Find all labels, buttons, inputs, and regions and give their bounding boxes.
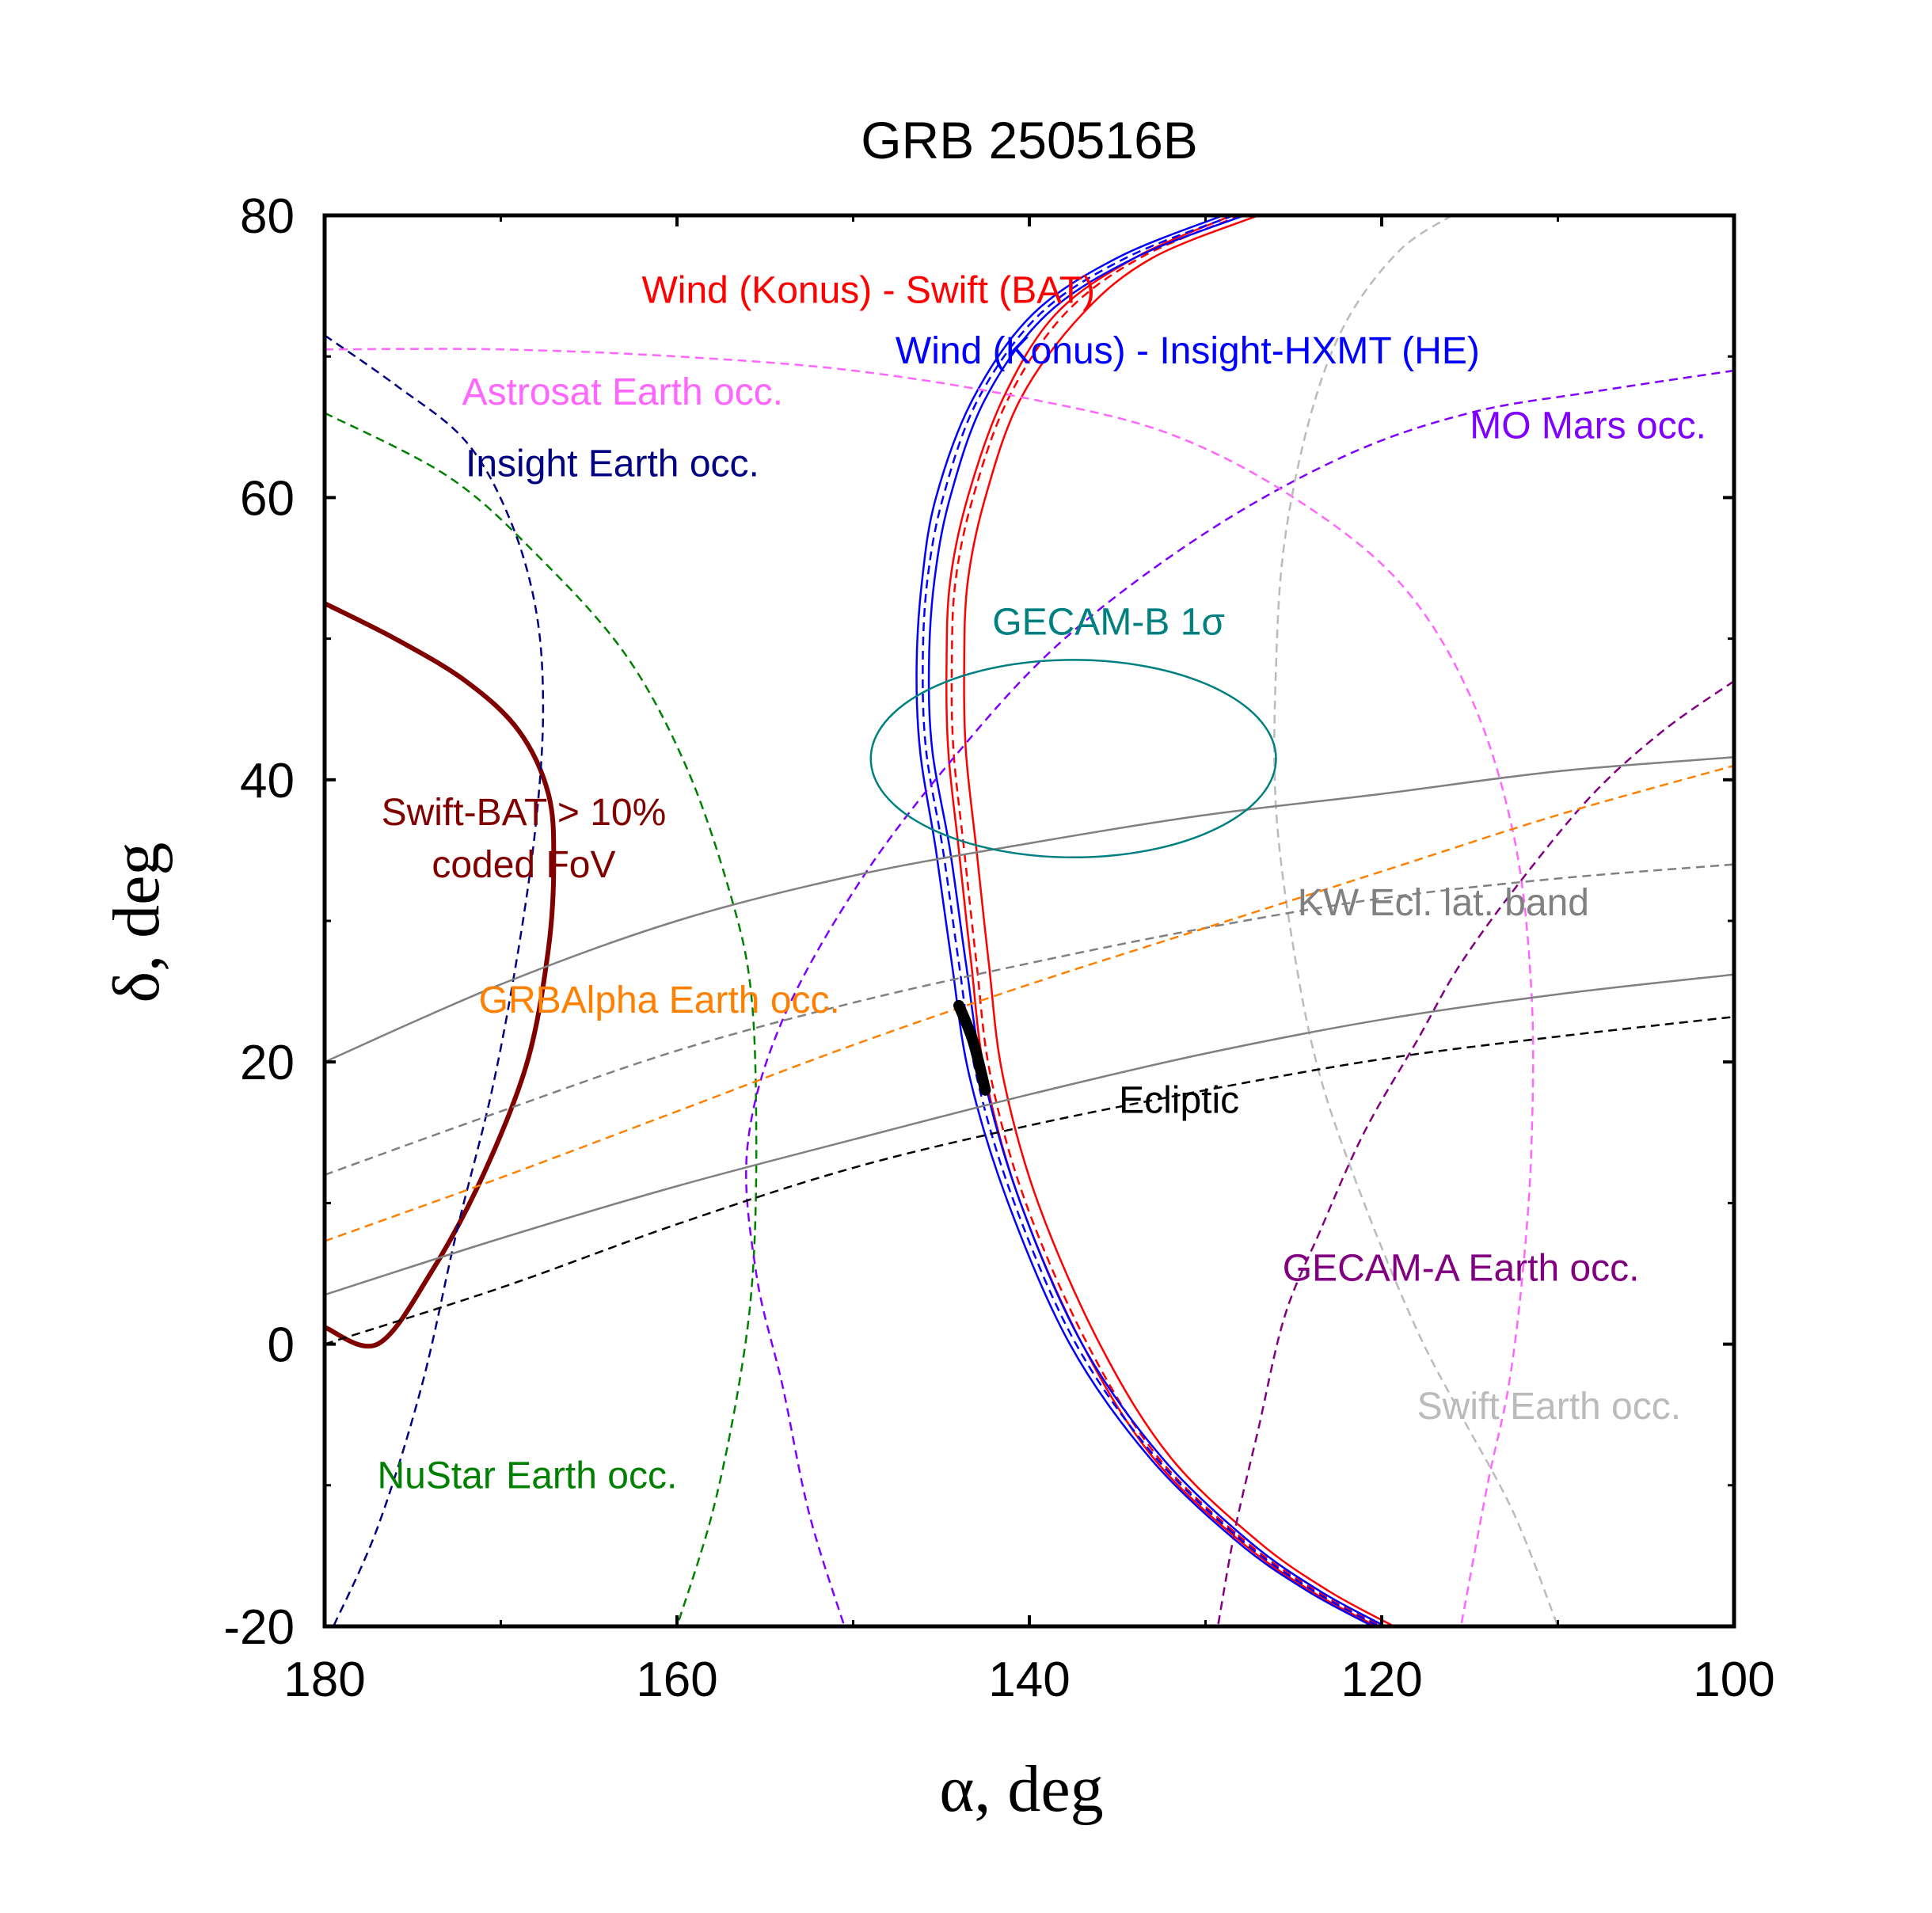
y-tick-label: 0 <box>268 1318 295 1373</box>
series-localization <box>953 999 991 1096</box>
x-tick-label: 180 <box>283 1652 365 1707</box>
annotation-nustar-earth-occ: NuStar Earth occ. <box>377 1455 677 1497</box>
y-tick-label: 60 <box>240 471 295 526</box>
y-tick-label: 20 <box>240 1036 295 1090</box>
annotation-kw-ecl-lat-band: KW Ecl. lat. band <box>1298 882 1589 924</box>
x-tick-label: 120 <box>1341 1652 1422 1707</box>
x-tick-label: 140 <box>988 1652 1070 1707</box>
series-kw-ecl-lat-band-center <box>325 863 1734 1176</box>
annotation-swift-earth-occ: Swift Earth occ. <box>1417 1386 1681 1428</box>
series-wind-konus-insight-hxmt-he-inner <box>915 215 1374 1626</box>
series-grbalpha-earth-occ <box>325 764 1734 1242</box>
series-wind-konus-swift-bat-outer <box>963 215 1395 1626</box>
series-swift-earth-occ <box>1273 215 1559 1626</box>
annotation-wind-konus-insight-hxmt-he: Wind (Konus) - Insight-HXMT (HE) <box>896 330 1480 372</box>
plot-area <box>325 215 1734 1626</box>
annotation-ecliptic: Ecliptic <box>1119 1079 1239 1121</box>
annotation-swift-bat-10: Swift-BAT > 10% <box>382 792 667 834</box>
series-layer <box>325 215 1734 1626</box>
annotation-gecam-b-1: GECAM-B 1σ <box>992 601 1225 643</box>
series-astrosat-earth-occ <box>325 348 1535 1626</box>
series-nustar-earth-occ <box>325 412 758 1626</box>
annotation-layer: Wind (Konus) - Swift (BAT) Wind (Konus) -… <box>377 269 1706 1497</box>
series-kw-ecl-lat-band-upper <box>325 756 1734 1063</box>
y-tick-label: -20 <box>223 1600 295 1655</box>
series-wind-konus-insight-hxmt-he-outer <box>927 215 1386 1626</box>
series-swift-bat-10-coded-fov <box>325 601 557 1348</box>
annotation-grbalpha-earth-occ: GRBAlpha Earth occ. <box>479 979 840 1021</box>
series-kw-ecl-lat-band-lower <box>325 973 1734 1296</box>
y-axis-title: δ, deg <box>100 842 173 1003</box>
series-mo-mars-occ <box>745 369 1734 1626</box>
tick-layer: 180 160 140 120 100 -20 0 20 40 60 80 <box>223 189 1774 1707</box>
y-tick-label: 40 <box>240 754 295 808</box>
series-insight-earth-occ <box>325 334 545 1626</box>
annotation-mo-mars-occ: MO Mars occ. <box>1470 405 1706 447</box>
series-wind-konus-insight-hxmt-he-center <box>922 215 1380 1626</box>
ellipse-gecam-b-1sigma <box>869 659 1277 859</box>
annotation-insight-earth-occ: Insight Earth occ. <box>466 443 759 485</box>
annotation-astrosat-earth-occ: Astrosat Earth occ. <box>462 371 784 413</box>
annotation-gecam-a-earth-occ: GECAM-A Earth occ. <box>1283 1247 1640 1289</box>
series-wind-konus-swift-bat-center <box>950 215 1382 1626</box>
x-tick-label: 100 <box>1693 1652 1774 1707</box>
chart-title: GRB 250516B <box>861 111 1198 169</box>
x-tick-label: 160 <box>636 1652 717 1707</box>
x-axis-title: α, deg <box>939 1752 1103 1826</box>
y-tick-label: 80 <box>240 189 295 244</box>
annotation-wind-konus-swift-bat: Wind (Konus) - Swift (BAT) <box>642 269 1096 311</box>
series-wind-konus-swift-bat-inner <box>945 215 1377 1626</box>
annotation-coded-fov: coded FoV <box>432 844 615 886</box>
